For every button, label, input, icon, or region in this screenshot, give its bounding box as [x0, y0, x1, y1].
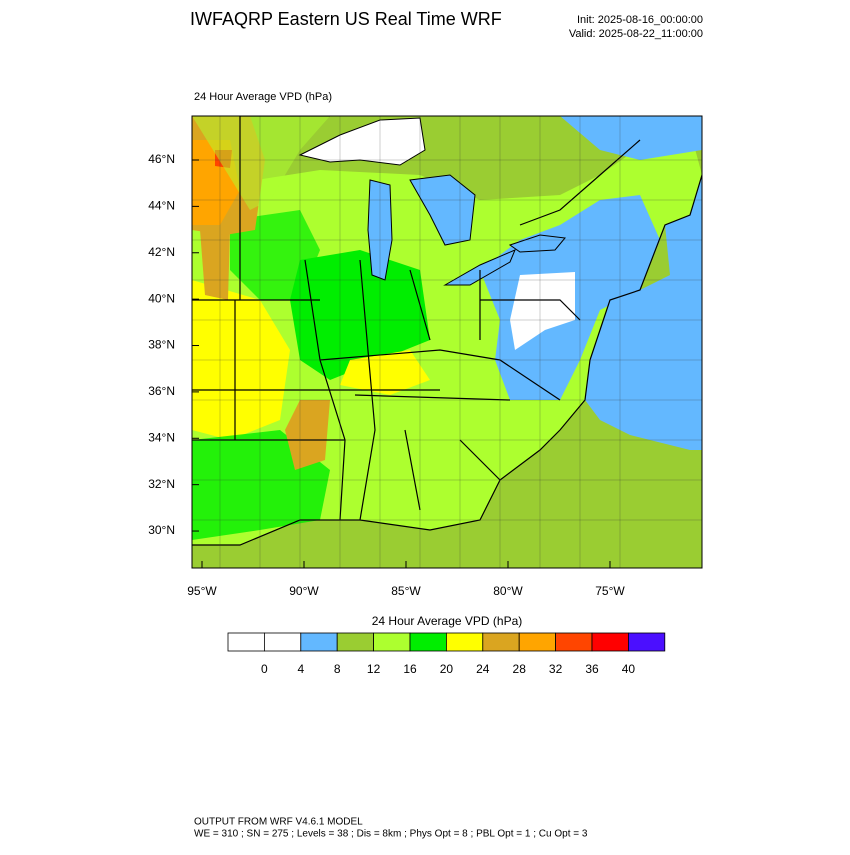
colorbar-label: 28: [513, 662, 527, 676]
lon-tick-label: 75°W: [595, 584, 625, 598]
colorbar-title: 24 Hour Average VPD (hPa): [372, 614, 523, 628]
lat-tick-label: 40°N: [148, 291, 175, 305]
colorbar-label: 4: [297, 662, 304, 676]
lon-tick-label: 90°W: [289, 584, 319, 598]
footer-line: WE = 310 ; SN = 275 ; Levels = 38 ; Dis …: [194, 829, 588, 840]
vpd-lowest: [510, 272, 575, 350]
colorbar-label: 20: [440, 662, 454, 676]
colorbar-swatch: [555, 632, 593, 652]
ocean-blue: [585, 175, 702, 450]
land-green: [230, 210, 320, 300]
lat-tick-label: 42°N: [148, 245, 175, 259]
valid-time: Valid: 2025-08-22_11:00:00: [569, 28, 703, 40]
lake-ontario: [508, 234, 566, 253]
land-brown: [200, 230, 230, 300]
map-title: 24 Hour Average VPD (hPa): [194, 91, 332, 103]
colorbar-swatch: [409, 632, 447, 652]
lat-tick-label: 36°N: [148, 384, 175, 398]
colorbar-swatch: [227, 632, 265, 652]
lon-tick-label: 85°W: [391, 584, 421, 598]
colorbar-label: 24: [476, 662, 490, 676]
map-frame: [191, 115, 703, 569]
land-light: [192, 116, 330, 210]
map-field: [192, 116, 702, 568]
water-blue: [560, 116, 702, 160]
colorbar-swatch: [300, 632, 338, 652]
land-yellow: [340, 350, 430, 395]
county-lines: [192, 116, 702, 568]
colorbar-label: 0: [261, 662, 268, 676]
colorbar-label: 32: [549, 662, 563, 676]
colorbar-swatch: [628, 632, 666, 652]
colorbar-swatch: [336, 632, 375, 652]
land-brown: [285, 400, 330, 470]
lat-tick-label: 34°N: [148, 430, 175, 444]
lake-erie: [443, 249, 516, 286]
lon-tick-label: 80°W: [493, 584, 523, 598]
init-time: Init: 2025-08-16_00:00:00: [577, 14, 703, 26]
lat-tick-label: 44°N: [148, 199, 175, 213]
colorbar-label: 40: [622, 662, 636, 676]
colorbar-label: 36: [585, 662, 599, 676]
main-title: IWFAQRP Eastern US Real Time WRF: [190, 9, 502, 29]
lat-tick-label: 30°N: [148, 523, 175, 537]
colorbar-swatch: [518, 632, 557, 652]
colorbar-swatch: [263, 632, 302, 652]
colorbar-swatch: [591, 632, 629, 652]
colorbar-swatch: [373, 632, 411, 652]
colorbar-label: 12: [367, 662, 381, 676]
colorbar-swatch: [445, 632, 484, 652]
colorbar-label: 8: [334, 662, 341, 676]
lon-tick-label: 95°W: [187, 584, 217, 598]
lat-tick-label: 38°N: [148, 338, 175, 352]
colorbar-swatch: [482, 632, 520, 652]
footer-line: OUTPUT FROM WRF V4.6.1 MODEL: [194, 817, 363, 828]
lat-tick-label: 46°N: [148, 152, 175, 166]
land-green: [290, 250, 430, 380]
colorbar-label: 16: [403, 662, 417, 676]
lat-tick-label: 32°N: [148, 477, 175, 491]
